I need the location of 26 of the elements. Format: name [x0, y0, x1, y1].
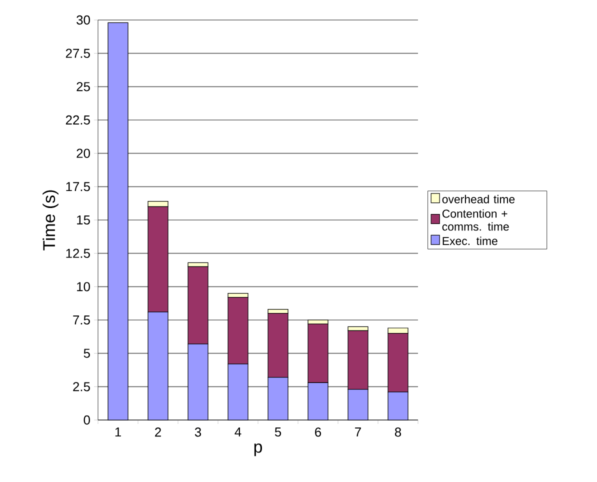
y-tick-label: 27.5 — [66, 48, 90, 58]
y-tick-label: 30 — [76, 15, 90, 25]
legend-label: overhead time — [442, 194, 515, 204]
y-tick-label: 7.5 — [73, 315, 90, 325]
x-axis-title: p — [254, 444, 262, 456]
y-tick-label: 10 — [77, 282, 90, 292]
y-axis-title: Time (s) — [42, 190, 58, 250]
y-tick-label: 15 — [77, 215, 90, 225]
y-tick-label: 12.5 — [66, 248, 90, 258]
x-tick-label: 6 — [315, 428, 322, 437]
x-tick-label: 7 — [355, 428, 361, 436]
y-tick-label: 22.5 — [66, 115, 90, 125]
y-tick-label: 25 — [76, 82, 90, 92]
y-tick-label: 17.5 — [66, 182, 90, 192]
x-tick-label: 3 — [194, 428, 202, 437]
x-tick-label: 8 — [394, 428, 402, 437]
y-tick-label: 5 — [84, 348, 90, 358]
x-tick-label: 1 — [115, 428, 121, 436]
legend-label: Contention + comms. time — [442, 209, 509, 231]
x-tick-label: 5 — [274, 428, 282, 437]
y-tick-label: 2.5 — [73, 382, 90, 392]
x-tick-label: 2 — [155, 428, 161, 437]
x-tick-label: 4 — [234, 428, 242, 436]
y-tick-label: 0 — [84, 415, 90, 425]
y-tick-label: 20 — [76, 148, 90, 158]
legend-label: Exec. time — [442, 236, 498, 246]
